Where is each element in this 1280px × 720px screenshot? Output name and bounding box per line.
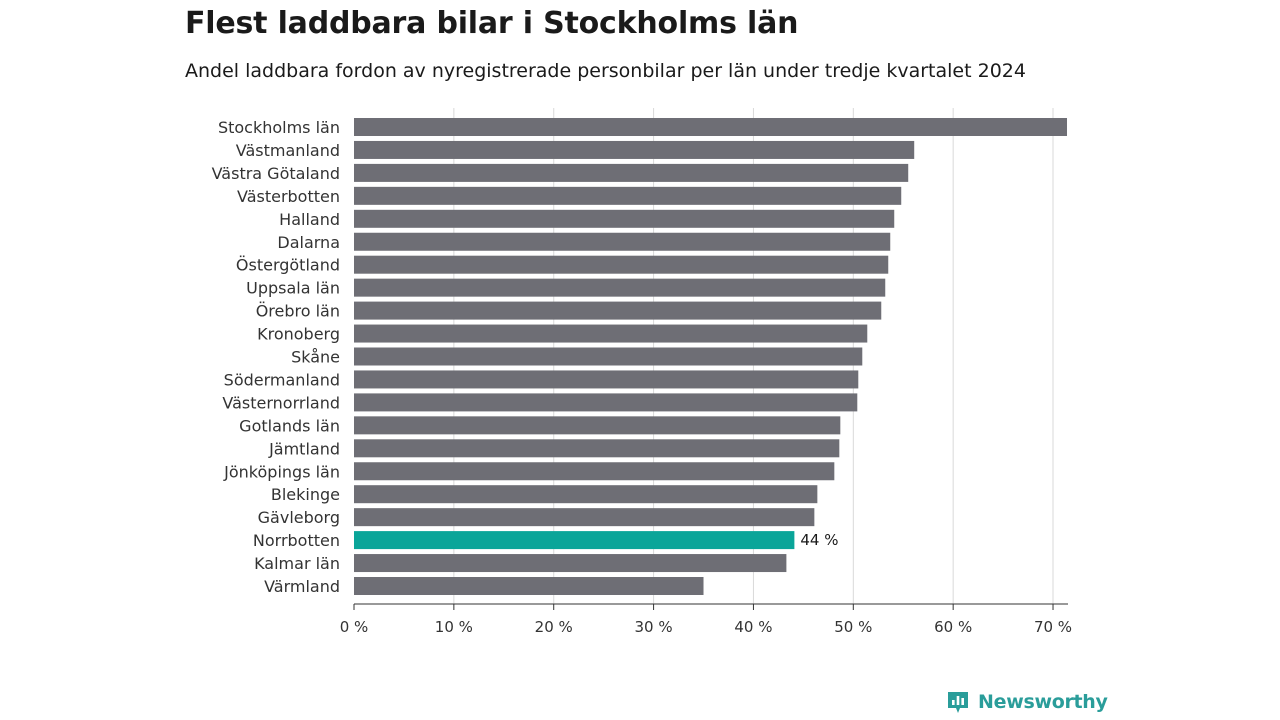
category-label: Norrbotten (253, 531, 340, 550)
bar (354, 301, 882, 320)
x-tick-label: 30 % (635, 618, 673, 636)
bar (354, 439, 840, 458)
category-label: Blekinge (271, 485, 340, 504)
chart-subtitle: Andel laddbara fordon av nyregistrerade … (185, 60, 1026, 82)
x-tick-label: 20 % (535, 618, 573, 636)
brand: Newsworthy (946, 690, 1108, 714)
bar (354, 370, 859, 389)
category-label: Stockholms län (218, 118, 340, 137)
x-tick-label: 10 % (435, 618, 473, 636)
bar (354, 462, 835, 481)
category-label: Västerbotten (237, 187, 340, 206)
bar (354, 508, 815, 527)
bar (354, 347, 863, 366)
category-label: Västra Götaland (212, 164, 340, 183)
category-label: Kronoberg (257, 325, 340, 344)
bar (354, 163, 909, 182)
bar (354, 186, 902, 205)
category-label: Halland (279, 210, 340, 229)
bar (354, 554, 787, 573)
category-label: Dalarna (277, 233, 340, 252)
bar (354, 324, 868, 343)
data-labels: 44 % (800, 531, 838, 549)
category-label: Östergötland (236, 256, 340, 275)
category-labels: Stockholms län Västmanland Västra Götaland… (212, 118, 340, 596)
bar (354, 209, 895, 228)
category-label: Västmanland (236, 141, 340, 160)
x-tick-label: 0 % (340, 618, 369, 636)
category-label: Kalmar län (254, 554, 340, 573)
bar (354, 278, 886, 297)
data-label: 44 % (800, 531, 838, 549)
bar (354, 255, 889, 274)
bar (354, 118, 1068, 136)
category-label: Värmland (264, 577, 340, 596)
category-label: Gävleborg (258, 508, 340, 527)
bar-highlight (354, 531, 795, 550)
x-tick-label: 40 % (734, 618, 772, 636)
category-label: Jönköpings län (223, 462, 340, 481)
bars (354, 118, 1068, 595)
bar (354, 232, 891, 251)
bar (354, 485, 818, 504)
bar (354, 393, 858, 412)
category-label: Skåne (291, 348, 340, 367)
category-label: Örebro län (256, 302, 340, 321)
category-label: Jämtland (268, 439, 340, 458)
bar (354, 140, 915, 159)
x-tick-label: 70 % (1034, 618, 1072, 636)
category-label: Gotlands län (239, 416, 340, 435)
x-tick-label: 50 % (834, 618, 872, 636)
bar (354, 416, 841, 435)
bar (354, 577, 704, 595)
brand-name: Newsworthy (978, 691, 1108, 713)
newsworthy-logo-icon (948, 692, 968, 713)
category-label: Södermanland (224, 370, 340, 389)
category-label: Uppsala län (246, 279, 340, 298)
x-tick-label: 60 % (934, 618, 972, 636)
category-label: Västernorrland (222, 393, 340, 412)
chart-title: Flest laddbara bilar i Stockholms län (185, 6, 799, 41)
x-axis: 0 % 10 % 20 % 30 % 40 % 50 % 60 % 70 % (340, 603, 1072, 636)
